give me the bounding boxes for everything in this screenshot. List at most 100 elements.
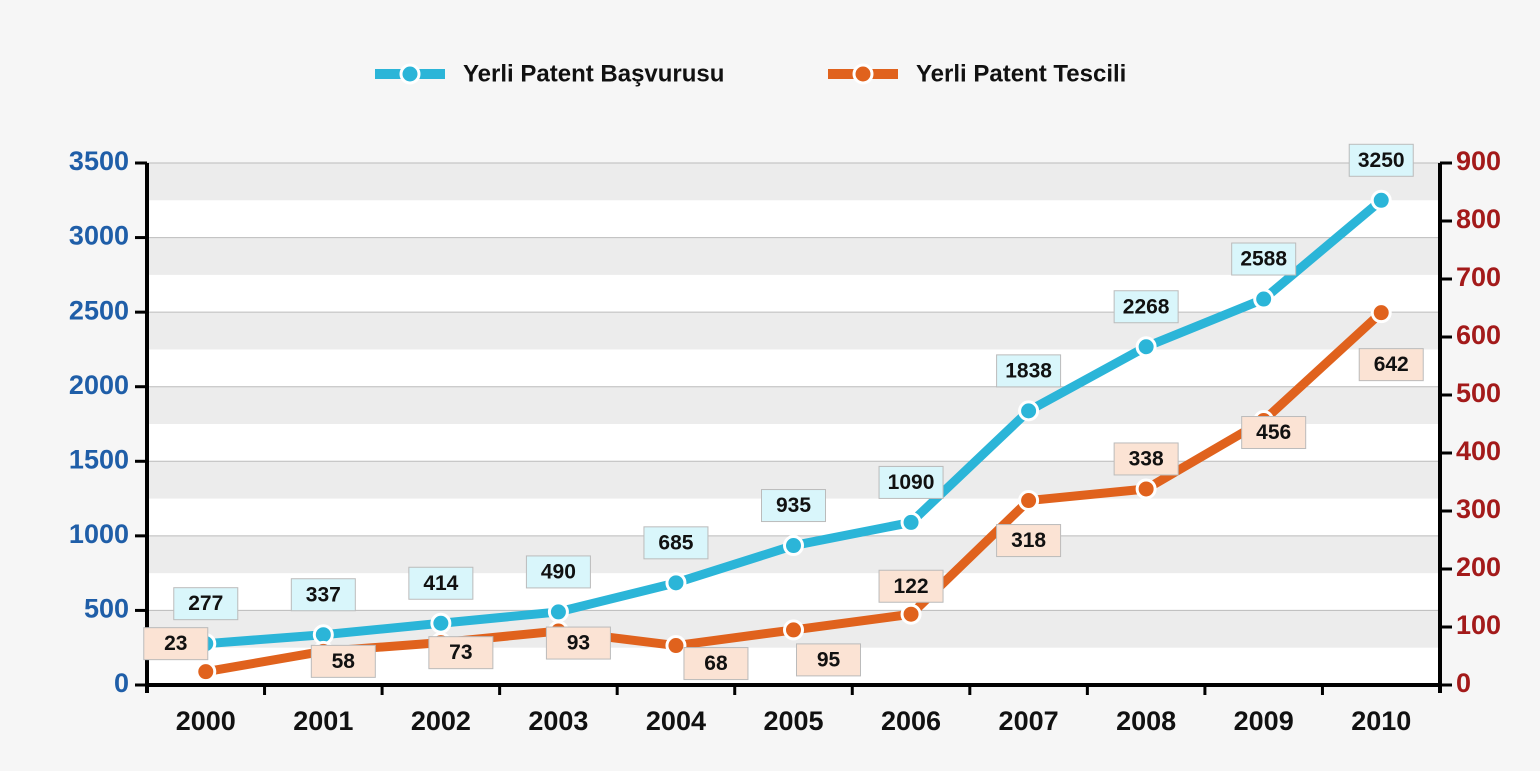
data-label: 318 — [996, 524, 1062, 558]
data-label: 93 — [545, 626, 611, 660]
x-tick-label: 2006 — [881, 706, 941, 736]
label-box — [1358, 348, 1424, 382]
data-label-text: 3250 — [1358, 149, 1405, 172]
y2-tick-label: 900 — [1456, 146, 1501, 176]
label-box — [996, 354, 1062, 388]
data-label-text: 68 — [704, 652, 728, 675]
data-label: 1090 — [878, 465, 944, 499]
y2-tick-label: 100 — [1456, 610, 1501, 640]
label-box — [143, 627, 209, 661]
data-label: 2588 — [1231, 242, 1297, 276]
point — [1370, 189, 1392, 211]
label-box — [428, 636, 494, 670]
data-label-text: 490 — [541, 560, 576, 583]
y2-tick-label: 300 — [1456, 494, 1501, 524]
y-tick-label: 3500 — [69, 146, 129, 176]
label-box — [761, 489, 826, 523]
data-label: 685 — [643, 526, 709, 560]
y-tick-label: 2000 — [69, 370, 129, 400]
data-label-text: 1090 — [888, 471, 935, 494]
point — [665, 635, 687, 657]
data-label-text: 456 — [1256, 421, 1291, 444]
point — [1018, 490, 1040, 512]
point — [1018, 400, 1040, 422]
label-box — [408, 566, 474, 600]
data-label: 490 — [525, 555, 591, 589]
label-box — [996, 524, 1062, 558]
data-label: 23 — [143, 627, 209, 661]
label-box — [796, 643, 861, 677]
data-label-text: 935 — [776, 494, 811, 517]
point — [783, 535, 804, 557]
legend-label: Yerli Patent Tescili — [916, 60, 1126, 87]
label-box — [878, 569, 944, 603]
x-tick-label: 2009 — [1234, 706, 1294, 736]
point — [1135, 478, 1157, 500]
legend-label: Yerli Patent Başvurusu — [463, 60, 724, 87]
point — [1253, 288, 1275, 310]
label-box — [683, 647, 749, 681]
data-label: 337 — [290, 578, 356, 612]
legend-marker — [399, 63, 421, 85]
y-tick-label: 0 — [114, 668, 129, 698]
label-box — [1113, 442, 1179, 476]
y-tick-label: 1500 — [69, 444, 129, 474]
y2-tick-label: 200 — [1456, 552, 1501, 582]
band — [147, 312, 1440, 350]
data-label-text: 338 — [1129, 448, 1164, 471]
label-box — [1113, 290, 1179, 324]
point — [1370, 302, 1392, 324]
data-label-text: 73 — [449, 641, 472, 664]
x-tick-label: 2007 — [999, 706, 1059, 736]
data-label: 95 — [796, 643, 861, 677]
data-label-text: 685 — [658, 531, 693, 554]
data-label-text: 642 — [1374, 353, 1409, 376]
point — [900, 511, 922, 533]
label-box — [290, 578, 356, 612]
data-label-text: 318 — [1011, 529, 1046, 552]
data-label: 73 — [428, 636, 494, 670]
data-label-text: 122 — [894, 575, 929, 598]
data-label-text: 414 — [423, 572, 458, 595]
point — [900, 603, 922, 625]
x-tick-label: 2001 — [293, 706, 353, 736]
band — [147, 237, 1440, 275]
data-label: 68 — [683, 647, 749, 681]
data-label: 338 — [1113, 442, 1179, 476]
x-tick-label: 2002 — [411, 706, 471, 736]
label-box — [545, 626, 611, 660]
point — [783, 619, 804, 641]
band — [147, 163, 1440, 201]
point — [195, 661, 217, 683]
data-label: 414 — [408, 566, 474, 600]
label-box — [878, 465, 944, 499]
label-box — [1231, 242, 1297, 276]
label-box — [310, 644, 376, 678]
point — [547, 601, 569, 623]
data-label: 277 — [173, 587, 239, 621]
point — [1135, 336, 1157, 358]
y2-tick-label: 800 — [1456, 204, 1501, 234]
x-tick-label: 2010 — [1351, 706, 1411, 736]
data-label-text: 1838 — [1005, 359, 1052, 382]
y2-tick-label: 700 — [1456, 262, 1501, 292]
data-label-text: 2588 — [1240, 248, 1287, 271]
y-tick-label: 500 — [84, 594, 129, 624]
label-box — [643, 526, 709, 560]
label-box — [1241, 416, 1307, 450]
y2-tick-label: 0 — [1456, 668, 1471, 698]
data-label-text: 95 — [817, 648, 841, 671]
data-label-text: 337 — [306, 583, 341, 606]
legend-marker — [852, 63, 874, 85]
band — [147, 386, 1440, 424]
point — [665, 572, 687, 594]
data-label-text: 277 — [188, 592, 223, 615]
label-box — [525, 555, 591, 589]
data-label-text: 2268 — [1123, 295, 1170, 318]
x-tick-label: 2008 — [1116, 706, 1176, 736]
data-label: 456 — [1241, 416, 1307, 450]
y-tick-label: 1000 — [69, 519, 129, 549]
x-tick-label: 2004 — [646, 706, 706, 736]
data-label: 642 — [1358, 348, 1424, 382]
label-box — [1348, 143, 1414, 177]
